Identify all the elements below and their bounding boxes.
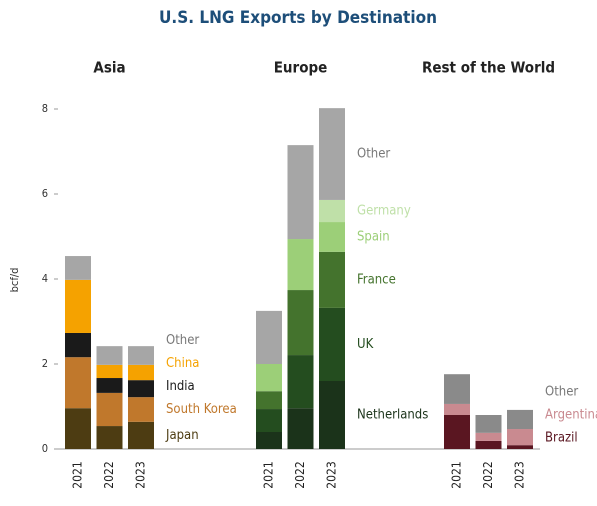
legend-label: Netherlands (357, 408, 428, 423)
bar-segment (128, 380, 154, 398)
chart-title: U.S. LNG Exports by Destination (159, 8, 437, 28)
bar-segment (65, 279, 91, 333)
legend-label: Germany (357, 204, 411, 219)
bar-segment (96, 392, 123, 427)
x-tick-label: 2023 (513, 461, 527, 488)
legend-label: Spain (357, 229, 390, 244)
x-tick-label: 2022 (293, 461, 307, 488)
bar-segment (319, 381, 345, 449)
bar-segment (444, 374, 470, 404)
bar-segment (287, 408, 314, 449)
x-tick-label: 2023 (325, 461, 339, 488)
bar-segment (507, 445, 533, 449)
bar-segment (128, 364, 154, 381)
bar-segment (256, 391, 282, 410)
bar-segment (287, 239, 314, 291)
legend-label: South Korea (166, 402, 237, 417)
bar-segment (65, 332, 91, 358)
x-tick-label: 2022 (102, 461, 116, 488)
bar-segment (319, 251, 345, 308)
bar-segment (256, 432, 282, 449)
bar-segment (256, 310, 282, 364)
legend-label: France (357, 272, 396, 287)
x-tick-label: 2022 (481, 461, 495, 488)
bar-segment (319, 199, 345, 223)
bar-segment (128, 397, 154, 422)
bar-segment (128, 346, 154, 365)
bar-segment (319, 222, 345, 252)
bar-segment (507, 429, 533, 446)
bar-segment (96, 346, 123, 365)
bar-segment (96, 426, 123, 449)
bar-segment (475, 440, 502, 449)
bar-segment (444, 415, 470, 449)
bar-segment (65, 256, 91, 280)
legend-label: Japan (165, 428, 199, 443)
group-title: Rest of the World (422, 59, 555, 77)
x-tick-label: 2021 (71, 461, 85, 488)
y-tick-label: 0 (42, 442, 48, 455)
bar-segment (475, 432, 502, 441)
legend-label: Argentina (545, 408, 597, 423)
group-title: Asia (93, 59, 125, 77)
legend-label: India (166, 379, 195, 394)
bar-segment (287, 290, 314, 356)
bar-segment (287, 355, 314, 409)
bar-segment (475, 415, 502, 433)
group-title: Europe (274, 59, 328, 77)
legend-label: Brazil (545, 431, 578, 446)
bar-segment (256, 364, 282, 392)
bar-segment (128, 421, 154, 449)
bar-segment (444, 403, 470, 415)
bar-segment (507, 409, 533, 430)
y-tick-label: 8 (42, 102, 48, 115)
bar-segment (256, 409, 282, 432)
y-tick-label: 2 (42, 357, 48, 370)
legend-label: Other (357, 147, 390, 162)
x-tick-label: 2021 (450, 461, 464, 488)
x-tick-label: 2021 (262, 461, 276, 488)
y-tick-label: 6 (42, 187, 48, 200)
x-tick-label: 2023 (134, 461, 148, 488)
legend-label: Other (166, 333, 199, 348)
legend-label: Other (545, 385, 578, 400)
bar-segment (319, 307, 345, 381)
legend-label: UK (357, 337, 374, 352)
bar-segment (287, 145, 314, 240)
bar-segment (65, 408, 91, 449)
bar-segment (96, 364, 123, 379)
y-axis-label: bcf/d (8, 268, 21, 293)
bar-segment (319, 108, 345, 200)
legend-label: China (166, 356, 199, 371)
bar-segment (96, 378, 123, 393)
bar-segment (65, 357, 91, 409)
y-tick-label: 4 (42, 272, 48, 285)
